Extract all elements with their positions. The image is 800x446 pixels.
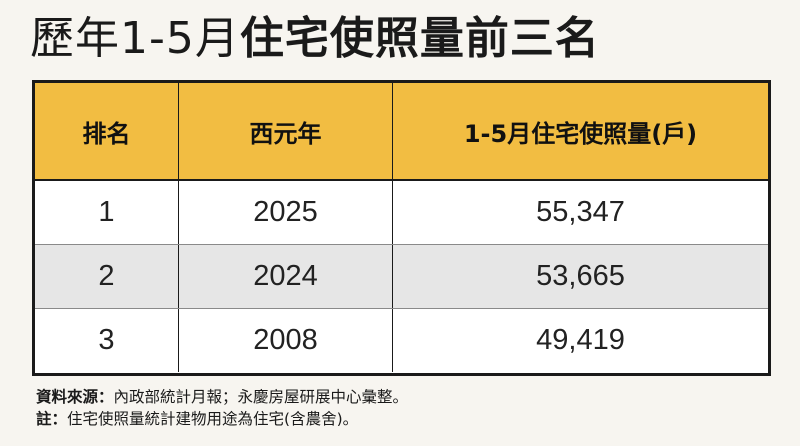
source-label: 資料來源： [36,388,114,406]
rank-cell: 3 [35,309,179,372]
column-header-permits: 1-5月住宅使照量(戶) [463,119,698,148]
permits-cell: 53,665 [536,260,625,292]
table-row: 2 2024 53,665 [35,245,768,309]
year-cell: 2025 [179,181,393,244]
rank-cell: 1 [35,181,179,244]
definition-note: 註：住宅使照量統計建物用途為住宅(含農舍)。 [36,408,408,430]
ranking-table: 排名 西元年 1-5月住宅使照量(戶) 1 2025 55,347 2 2024… [32,80,771,376]
note-text: 住宅使照量統計建物用途為住宅(含農舍)。 [67,410,359,428]
table-row: 3 2008 49,419 [35,309,768,372]
column-header-rank: 排名 [35,83,179,179]
table-row: 1 2025 55,347 [35,181,768,245]
permits-cell: 49,419 [536,324,625,356]
year-cell: 2008 [179,309,393,372]
source-text: 內政部統計月報；永慶房屋研展中心彙整。 [113,388,409,406]
page-title: 歷年1-5月住宅使照量前三名 [30,6,600,72]
source-note: 資料來源：內政部統計月報；永慶房屋研展中心彙整。 [36,386,408,408]
note-label: 註： [36,410,68,428]
permits-cell: 55,347 [536,196,625,228]
page-title-main: 住宅使照量前三名 [239,13,600,64]
footnotes: 資料來源：內政部統計月報；永慶房屋研展中心彙整。 註：住宅使照量統計建物用途為住… [36,386,408,430]
page-title-prefix: 歷年1-5月 [30,13,240,64]
table-header-row: 排名 西元年 1-5月住宅使照量(戶) [35,83,768,181]
rank-cell: 2 [35,245,179,308]
column-header-year: 西元年 [179,83,393,179]
year-cell: 2024 [179,245,393,308]
